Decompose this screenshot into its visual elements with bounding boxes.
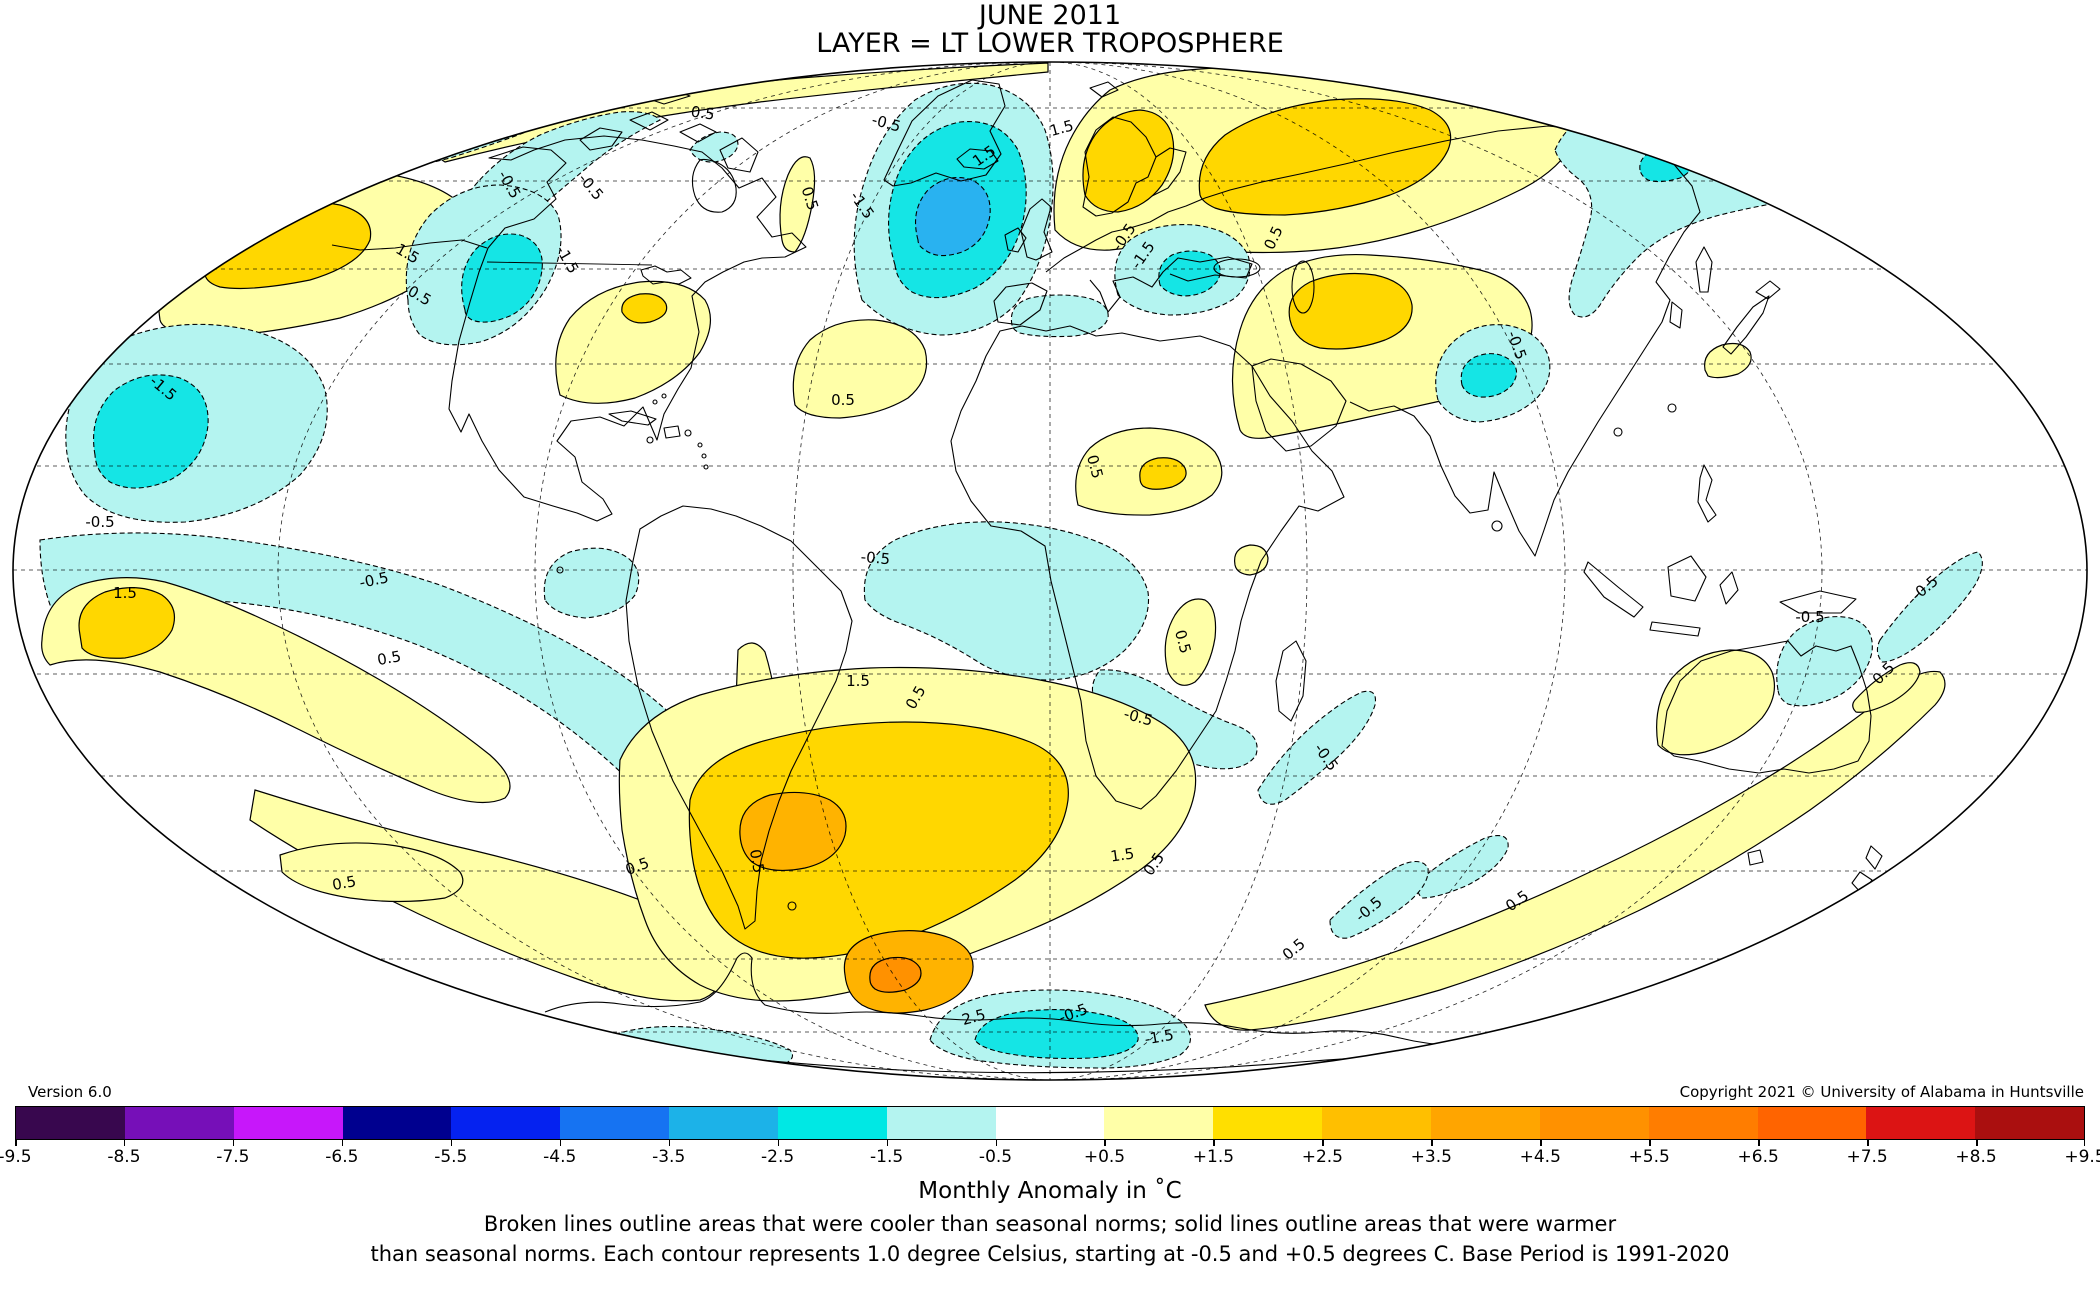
contour-label: 1.5 [1109,844,1135,865]
colorbar-tick-label: -3.5 [652,1147,686,1167]
colorbar-segment [1975,1107,2085,1139]
colorbar-tick-label: +2.5 [1301,1147,1343,1167]
colorbar-tickmark [668,1140,671,1146]
colorbar-tickmark [1431,1140,1433,1146]
colorbar-tick-label: +1.5 [1192,1147,1235,1167]
copyright-label: Copyright 2021 © University of Alabama i… [1679,1083,2084,1101]
contour-label: -0.5 [870,111,903,136]
colorbar-segment [669,1107,778,1139]
caption-line-1: Broken lines outline areas that were coo… [483,1212,1617,1236]
colorbar-tickmark [123,1140,126,1146]
colorbar-tick-label: +0.5 [1083,1147,1126,1167]
colorbar-tickmark [1540,1140,1542,1146]
colorbar-tick-label: +4.5 [1519,1147,1561,1167]
colorbar-segment [1866,1107,1976,1139]
colorbar-segment [777,1107,887,1139]
colorbar-tick-label: -6.5 [325,1147,359,1167]
colorbar-segment [1539,1107,1649,1139]
colorbar-segment [124,1107,234,1139]
coastlines [331,79,1883,1074]
colorbar-tick-label: -5.5 [434,1147,468,1167]
colorbar-tickmark [1213,1140,1215,1146]
contour-label: 0.5 [1083,453,1107,481]
colorbar-tick-label: +3.5 [1410,1147,1452,1167]
colorbar-segment [886,1107,996,1139]
colorbar-segment [560,1107,670,1139]
contour-label: -0.5 [860,548,891,568]
colorbar-tickmark [1649,1140,1651,1146]
colorbar-segment [1757,1107,1867,1139]
colorbar-title: Monthly Anomaly in ˚C [918,1178,1182,1204]
colorbar-tickmark [886,1140,889,1146]
colorbar-ticks: -9.5 -8.5 -7.5 -6.5 -5.5 -4.5 -3.5 -2.5 -1.5 -0.5… [0,1140,2100,1172]
colorbar-tickmark [1867,1140,1869,1146]
colorbar-tickmark [777,1140,780,1146]
colorbar-tickmark [1976,1140,1978,1146]
contour-label: 0.5 [1171,628,1195,656]
title-layer: LAYER = LT LOWER TROPOSPHERE [816,28,1284,60]
contour-label: 0.5 [331,872,358,894]
colorbar-segment [16,1107,125,1139]
colorbar-tick-label: -7.5 [216,1147,250,1167]
colorbar-tick-label: +7.5 [1846,1147,1888,1167]
contour-label: -0.5 [1795,608,1824,626]
chart-title: JUNE 2011 LAYER = LT LOWER TROPOSPHERE [0,0,2100,60]
contour-label: 1.5 [1485,57,1512,80]
colorbar-tickmark [1322,1140,1324,1146]
contour-label: -1.5 [1774,139,1808,168]
colorbar-segment [1213,1107,1323,1139]
contour-label: -1.5 [1143,1026,1175,1049]
globe-outline [12,61,2088,1081]
colorbar-segment [1322,1107,1431,1139]
version-label: Version 6.0 [28,1083,112,1101]
contour-label: -0.5 [1761,121,1795,150]
contour-label: 2.5 [960,1005,988,1029]
colorbar-segment [1104,1107,1214,1139]
colorbar-segment [1648,1107,1758,1139]
colorbar-tick-label: +5.5 [1628,1147,1670,1167]
colorbar [15,1106,2085,1140]
colorbar-tick-label: +6.5 [1737,1147,1779,1167]
colorbar-tick-label: -1.5 [869,1147,904,1167]
contour-label: -0.5 [85,513,114,531]
colorbar-tickmark [15,1140,17,1146]
colorbar-tickmark [1104,1140,1106,1146]
colorbar-tick-label: +9.5 [2064,1147,2100,1167]
colorbar-tick-label: -9.5 [0,1147,32,1167]
contour-label: 0.5 [690,102,716,123]
contour-label: 1.5 [1048,116,1076,140]
caption-line-2: than seasonal norms. Each contour repres… [370,1242,1730,1266]
colorbar-tick-label: +8.5 [1955,1147,1997,1167]
contour-label: -0.5 [575,170,608,204]
colorbar-tick-label: -8.5 [107,1147,141,1167]
colorbar-tick-label: -4.5 [543,1147,577,1167]
colorbar-tickmark [450,1140,453,1146]
colorbar-tickmark [995,1140,998,1146]
colorbar-tickmark [2083,1140,2085,1146]
contour-label: 0.5 [831,391,855,409]
colorbar-tickmark [559,1140,562,1146]
world-anomaly-map: 0.5-0.5 -0.51.50.5-1.50.5 -1.5-0.51.51.51.… [12,57,2088,1081]
colorbar-tickmark [1758,1140,1760,1146]
colorbar-tickmark [341,1140,344,1146]
contour-label: 0.5 [376,647,403,669]
colorbar-segment [451,1107,561,1139]
contour-label: 1.5 [113,584,137,602]
colorbar-tick-label: -0.5 [978,1147,1013,1167]
colorbar-tickmark [232,1140,235,1146]
colorbar-segment [342,1107,452,1139]
colorbar-segment [233,1107,343,1139]
colorbar-tick-label: -2.5 [761,1147,795,1167]
contour-label: 0.5 [746,848,768,875]
contour-label: 1.5 [846,672,870,690]
colorbar-segment [1430,1107,1540,1139]
contour-label: -0.5 [358,568,390,592]
us-canada-border [486,261,653,266]
colorbar-segment [995,1107,1105,1139]
title-month: JUNE 2011 [978,0,1122,31]
anomaly-regions [39,62,1983,1071]
